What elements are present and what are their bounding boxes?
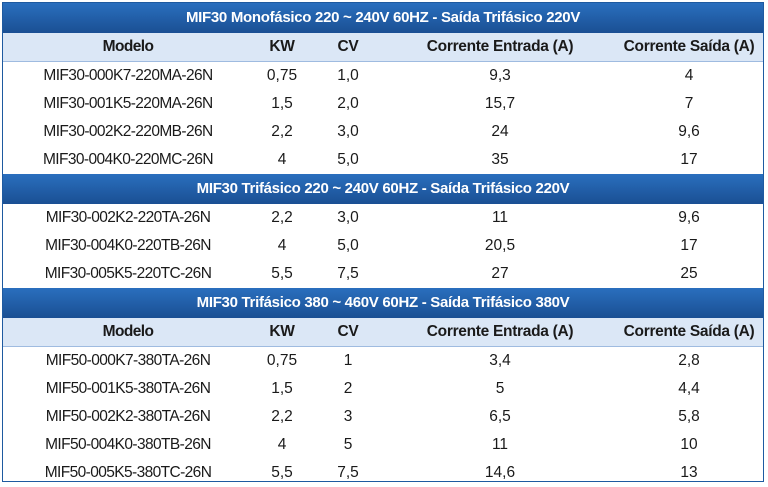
- cell-corrente-entrada: 6,5: [489, 408, 511, 425]
- cell-cv: 7,5: [337, 464, 359, 481]
- cell-modelo: MIF50-001K5-380TA-26N: [45, 380, 211, 397]
- cell-corrente-saida: 9,6: [678, 123, 700, 140]
- cell-kw: 0,75: [266, 67, 298, 84]
- table-row: MIF50-000K7-380TA-26N 0,75 1 3,4 2,8: [3, 347, 763, 375]
- cell-cv: 7,5: [337, 265, 359, 282]
- cell-corrente-saida: 17: [680, 237, 698, 254]
- cell-kw: 5,5: [271, 464, 293, 481]
- cell-kw: 2,2: [271, 209, 293, 226]
- cell-corrente-saida: 5,8: [678, 408, 700, 425]
- cell-modelo: MIF50-002K2-380TA-26N: [45, 408, 211, 425]
- cell-modelo: MIF30-005K5-220TC-26N: [44, 265, 212, 282]
- cell-corrente-entrada: 27: [491, 265, 509, 282]
- cell-cv: 1: [343, 352, 353, 369]
- cell-modelo: MIF30-001K5-220MA-26N: [43, 95, 213, 112]
- cell-corrente-saida: 10: [680, 436, 698, 453]
- cell-corrente-entrada: 15,7: [484, 95, 516, 112]
- cell-cv: 2,0: [337, 95, 359, 112]
- cell-kw: 5,5: [271, 265, 293, 282]
- column-header-kw: KW: [269, 38, 295, 55]
- cell-cv: 1,0: [337, 67, 359, 84]
- cell-corrente-saida: 4: [684, 67, 694, 84]
- section-title: MIF30 Trifásico 380 ~ 460V 60HZ - Saída …: [3, 288, 763, 318]
- cell-modelo: MIF30-002K2-220TA-26N: [45, 209, 211, 226]
- cell-cv: 3: [343, 408, 353, 425]
- cell-cv: 3,0: [337, 123, 359, 140]
- table-row: MIF50-002K2-380TA-26N 2,2 3 6,5 5,8: [3, 403, 763, 431]
- cell-corrente-saida: 13: [680, 464, 698, 481]
- table-row: MIF50-005K5-380TC-26N 5,5 7,5 14,6 13: [3, 459, 763, 481]
- column-header-modelo: Modelo: [102, 323, 154, 340]
- cell-modelo: MIF50-004K0-380TB-26N: [45, 436, 211, 453]
- cell-corrente-saida: 9,6: [678, 209, 700, 226]
- cell-corrente-saida: 17: [680, 151, 698, 168]
- cell-corrente-entrada: 35: [491, 151, 509, 168]
- cell-modelo: MIF30-000K7-220MA-26N: [43, 67, 213, 84]
- cell-kw: 2,2: [271, 408, 293, 425]
- column-header-row: Modelo KW CV Corrente Entrada (A) Corrente S…: [3, 318, 763, 347]
- cell-kw: 2,2: [271, 123, 293, 140]
- cell-kw: 4: [277, 237, 287, 254]
- table-row: MIF30-001K5-220MA-26N 1,5 2,0 15,7 7: [3, 90, 763, 118]
- table-row: MIF30-002K2-220TA-26N 2,2 3,0 11 9,6: [3, 204, 763, 232]
- cell-kw: 4: [277, 436, 287, 453]
- table-row: MIF50-001K5-380TA-26N 1,5 2 5 4,4: [3, 375, 763, 403]
- column-header-corrente-saida: Corrente Saída (A): [623, 323, 755, 340]
- cell-corrente-saida: 7: [684, 95, 694, 112]
- column-header-corrente-entrada: Corrente Entrada (A): [426, 323, 574, 340]
- column-header-kw: KW: [269, 323, 295, 340]
- section-title: MIF30 Trifásico 220 ~ 240V 60HZ - Saída …: [3, 174, 763, 204]
- spec-table: MIF30 Monofásico 220 ~ 240V 60HZ - Saída…: [2, 2, 764, 482]
- table-row: MIF50-004K0-380TB-26N 4 5 11 10: [3, 431, 763, 459]
- cell-corrente-entrada: 3,4: [489, 352, 511, 369]
- column-header-corrente-saida: Corrente Saída (A): [623, 38, 755, 55]
- cell-modelo: MIF30-002K2-220MB-26N: [43, 123, 213, 140]
- cell-corrente-entrada: 20,5: [484, 237, 516, 254]
- cell-kw: 0,75: [266, 352, 298, 369]
- cell-modelo: MIF30-004K0-220MC-26N: [42, 151, 214, 168]
- column-header-modelo: Modelo: [102, 38, 154, 55]
- table-row: MIF30-004K0-220TB-26N 4 5,0 20,5 17: [3, 232, 763, 260]
- table-row: MIF30-004K0-220MC-26N 4 5,0 35 17: [3, 146, 763, 174]
- cell-kw: 4: [277, 151, 287, 168]
- column-header-row: Modelo KW CV Corrente Entrada (A) Corrente S…: [3, 33, 763, 62]
- table-row: MIF30-005K5-220TC-26N 5,5 7,5 27 25: [3, 260, 763, 288]
- cell-modelo: MIF50-005K5-380TC-26N: [44, 464, 212, 481]
- cell-corrente-entrada: 24: [491, 123, 509, 140]
- cell-cv: 5: [343, 436, 353, 453]
- cell-cv: 5,0: [337, 151, 359, 168]
- column-header-cv: CV: [337, 38, 359, 55]
- column-header-cv: CV: [337, 323, 359, 340]
- cell-corrente-saida: 4,4: [678, 380, 700, 397]
- section-title: MIF30 Monofásico 220 ~ 240V 60HZ - Saída…: [3, 3, 763, 33]
- cell-corrente-entrada: 14,6: [484, 464, 516, 481]
- table-row: MIF30-000K7-220MA-26N 0,75 1,0 9,3 4: [3, 62, 763, 90]
- cell-modelo: MIF50-000K7-380TA-26N: [45, 352, 211, 369]
- cell-modelo: MIF30-004K0-220TB-26N: [45, 237, 211, 254]
- table-row: MIF30-002K2-220MB-26N 2,2 3,0 24 9,6: [3, 118, 763, 146]
- column-header-corrente-entrada: Corrente Entrada (A): [426, 38, 574, 55]
- cell-corrente-entrada: 11: [491, 209, 509, 226]
- cell-cv: 2: [343, 380, 353, 397]
- cell-cv: 3,0: [337, 209, 359, 226]
- cell-kw: 1,5: [271, 380, 293, 397]
- cell-corrente-entrada: 9,3: [489, 67, 511, 84]
- cell-corrente-saida: 2,8: [678, 352, 700, 369]
- cell-corrente-saida: 25: [680, 265, 698, 282]
- cell-kw: 1,5: [271, 95, 293, 112]
- cell-cv: 5,0: [337, 237, 359, 254]
- cell-corrente-entrada: 11: [491, 436, 509, 453]
- cell-corrente-entrada: 5: [495, 380, 505, 397]
